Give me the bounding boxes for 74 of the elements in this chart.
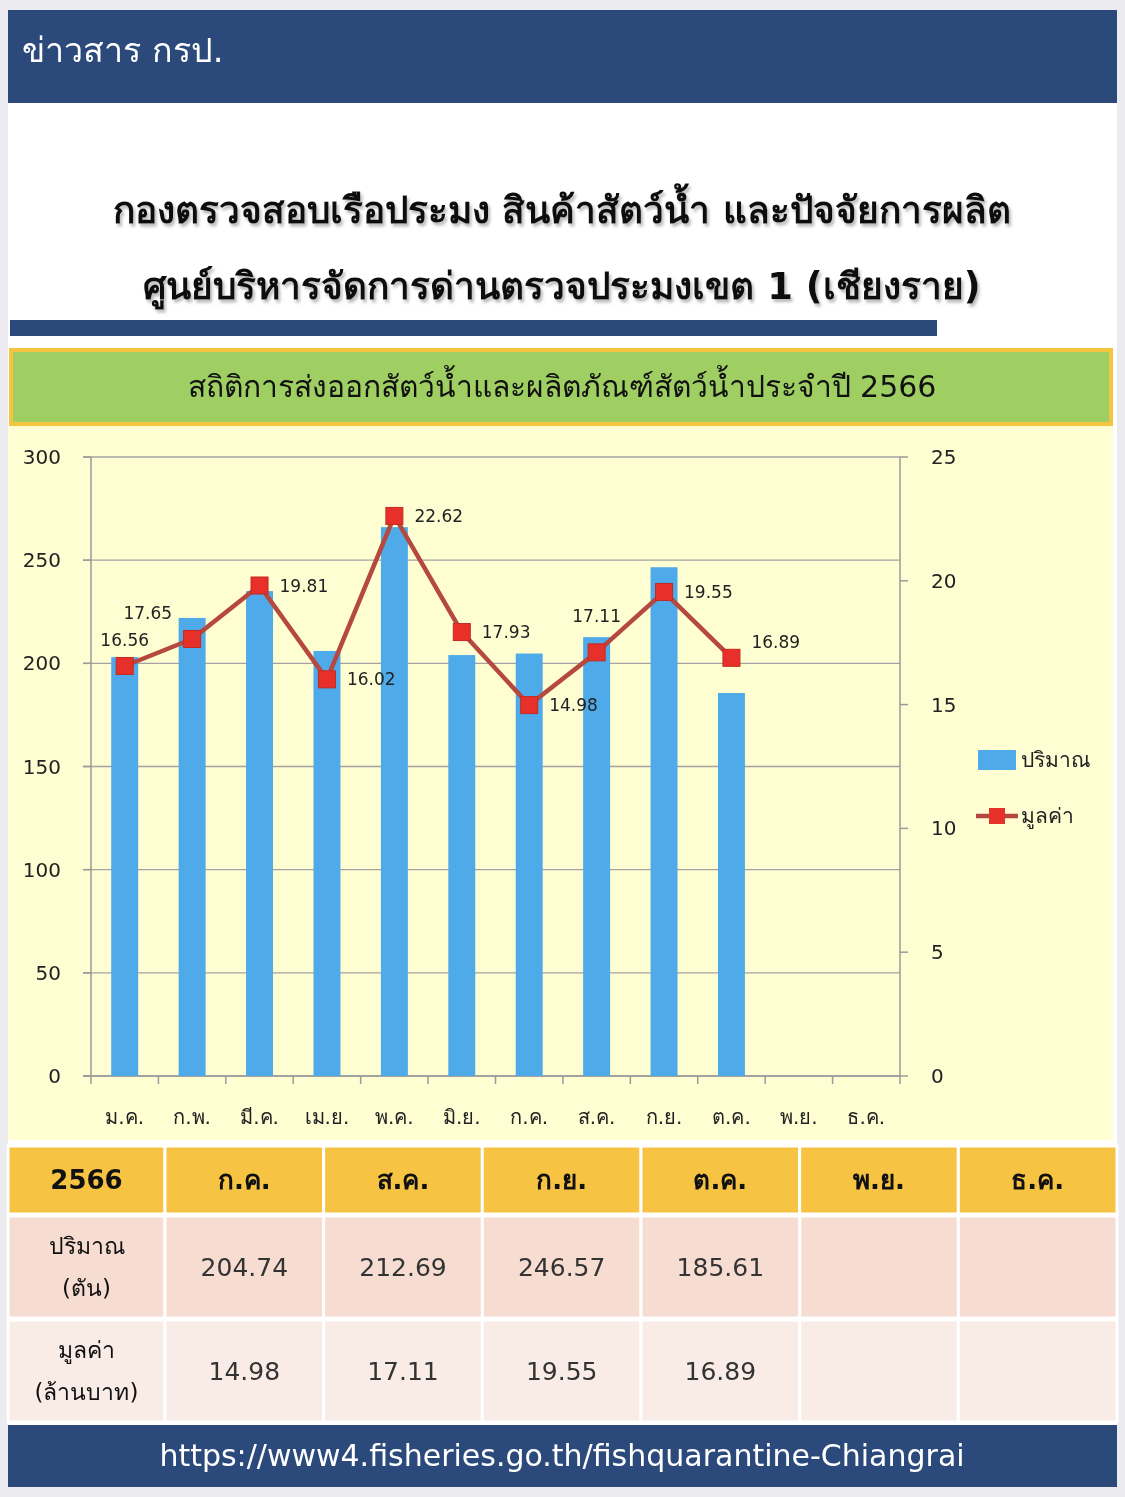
point bbox=[385, 506, 404, 525]
data-label: 17.93 bbox=[481, 622, 531, 643]
point bbox=[183, 629, 202, 648]
y-tick-label: 300 bbox=[22, 445, 61, 469]
point bbox=[655, 582, 674, 601]
text: 2566 bbox=[50, 1165, 123, 1195]
data-label: 17.11 bbox=[572, 606, 621, 627]
point bbox=[250, 576, 269, 595]
category-label: ก.ย. bbox=[536, 1165, 588, 1195]
y-tick-label: 200 bbox=[22, 651, 61, 676]
data-label: 17.11 bbox=[367, 1356, 439, 1386]
category-label: ก.ค. bbox=[217, 1165, 271, 1195]
bar bbox=[178, 617, 206, 1076]
point bbox=[452, 623, 471, 642]
chart-subtitle: สถิติการส่งออกสัตว์น้ำและผลิตภัณฑ์สัตว์น้ำประจำปี 2566 bbox=[187, 364, 937, 404]
chart-title: กองตรวจสอบเรือประมง สินค้าสัตว์น้ำ และปัจจัยการผลิต ศูนย์บริหารจัดการด่านตรวจประมงเขต 1 (เชียงราย) bbox=[112, 182, 1012, 310]
legend-label: มูลค่า bbox=[1021, 804, 1074, 829]
y-tick-label: 0 bbox=[48, 1064, 61, 1088]
bar bbox=[650, 567, 678, 1076]
point bbox=[722, 648, 741, 667]
x-tick-label: ส.ค. bbox=[577, 1105, 616, 1129]
series-label: มูลค่า (ล้านบาท) bbox=[34, 1337, 139, 1405]
x-tick-label: เม.ย. bbox=[304, 1105, 350, 1129]
data-label: 19.81 bbox=[279, 575, 329, 596]
bar bbox=[515, 653, 543, 1076]
point bbox=[317, 670, 336, 689]
y2-tick-label: 10 bbox=[931, 816, 957, 841]
y2-tick-label: 0 bbox=[931, 1064, 944, 1088]
x-tick-label: พ.ย. bbox=[780, 1105, 818, 1129]
x-tick-label: มิ.ย. bbox=[442, 1105, 481, 1129]
text: ข่าวสาร กรป. bbox=[22, 30, 224, 70]
category-label: พ.ย. bbox=[853, 1165, 905, 1195]
data-label: 212.69 bbox=[359, 1252, 447, 1282]
data-label: 16.89 bbox=[684, 1356, 757, 1386]
x-tick-label: ก.ค. bbox=[510, 1105, 549, 1129]
point bbox=[587, 643, 606, 662]
y2-tick-label: 25 bbox=[931, 445, 957, 469]
point bbox=[520, 696, 539, 715]
x-tick-label: ก.ย. bbox=[645, 1105, 683, 1129]
y2-tick-label: 5 bbox=[931, 940, 944, 965]
y2-tick-label: 15 bbox=[931, 692, 957, 717]
bar bbox=[111, 657, 139, 1076]
bar bbox=[313, 650, 341, 1076]
data-label: 185.61 bbox=[676, 1252, 765, 1282]
data-label: 22.62 bbox=[414, 505, 464, 526]
point bbox=[115, 656, 134, 675]
category-label: ธ.ค. bbox=[1011, 1165, 1065, 1195]
series-label: ปริมาณ (ตัน) bbox=[48, 1233, 125, 1301]
data-label: 204.74 bbox=[200, 1252, 289, 1282]
bar bbox=[717, 693, 745, 1076]
y-tick-label: 150 bbox=[22, 754, 61, 779]
data-label: 17.65 bbox=[123, 602, 173, 623]
y2-tick-label: 20 bbox=[931, 568, 957, 593]
y-tick-label: 100 bbox=[22, 857, 61, 882]
data-label: 246.57 bbox=[517, 1252, 606, 1282]
category-label: ส.ค. bbox=[376, 1165, 430, 1195]
data-label: 14.98 bbox=[208, 1356, 281, 1386]
y-tick-label: 50 bbox=[35, 960, 61, 985]
bar bbox=[246, 591, 274, 1076]
legend-label: ปริมาณ bbox=[1021, 748, 1090, 772]
data-label: 19.55 bbox=[525, 1356, 598, 1386]
bar bbox=[448, 655, 476, 1076]
x-tick-label: ก.พ. bbox=[173, 1105, 211, 1129]
x-tick-label: พ.ค. bbox=[375, 1105, 414, 1129]
data-label: 16.89 bbox=[751, 631, 801, 652]
category-label: ต.ค. bbox=[693, 1165, 748, 1195]
text: https://www4.fisheries.go.th/fishquarantine-Chiangrai bbox=[159, 1437, 965, 1473]
y-tick-label: 250 bbox=[22, 548, 61, 573]
x-tick-label: ม.ค. bbox=[105, 1105, 145, 1129]
data-label: 16.56 bbox=[100, 629, 150, 650]
x-tick-label: ต.ค. bbox=[712, 1105, 751, 1129]
x-tick-label: ธ.ค. bbox=[847, 1105, 886, 1129]
data-label: 19.55 bbox=[684, 581, 733, 602]
x-tick-label: มี.ค. bbox=[240, 1105, 279, 1129]
